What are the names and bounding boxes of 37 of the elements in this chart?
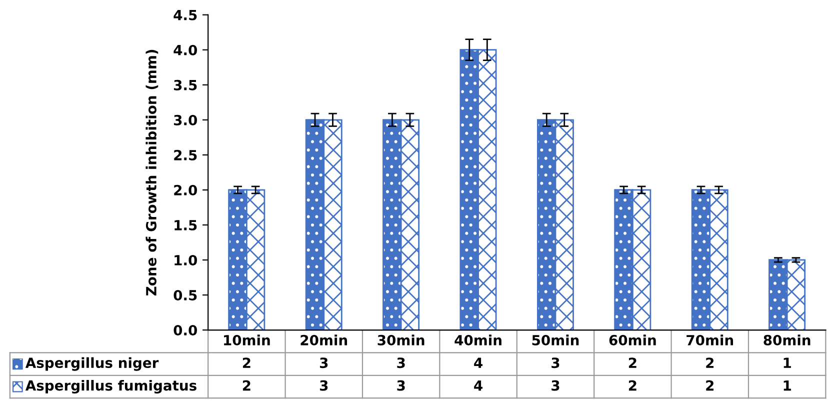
legend-label: Aspergillus niger <box>25 357 159 371</box>
data-label: 3 <box>552 358 560 368</box>
x-tick-label: 20min <box>300 334 348 346</box>
data-label: 3 <box>552 380 560 391</box>
y-tick-label: 4.5 <box>174 10 197 20</box>
data-label: 1 <box>784 380 791 391</box>
x-tick-label: 50min <box>532 334 579 346</box>
y-tick-label: 0.0 <box>174 324 197 336</box>
x-tick-label: 30min <box>378 334 424 346</box>
data-label: 3 <box>397 358 405 368</box>
legend-label: Aspergillus fumigatus <box>25 380 196 394</box>
data-label: 2 <box>706 358 714 368</box>
y-tick-label: 3.5 <box>174 80 197 90</box>
y-tick-label: 3.0 <box>174 114 197 126</box>
data-label: 2 <box>706 380 714 391</box>
data-label: 2 <box>242 358 250 368</box>
data-label: 3 <box>320 358 328 368</box>
y-tick-label: 1.0 <box>174 254 197 266</box>
x-tick-label: 40min <box>454 334 502 346</box>
x-tick-label: 10min <box>224 334 270 346</box>
data-label: 2 <box>628 358 636 368</box>
x-tick-label: 80min <box>764 334 810 346</box>
data-label: 4 <box>474 358 482 368</box>
x-tick-label: 70min <box>686 334 734 346</box>
data-label: 1 <box>784 358 791 368</box>
x-tick-label: 60min <box>609 334 656 346</box>
y-tick-label: 2.0 <box>174 184 197 196</box>
data-label: 4 <box>474 380 482 391</box>
y-tick-label: 0.5 <box>174 290 197 300</box>
y-axis-title: Zone of Growth inhibition (mm) <box>146 50 158 296</box>
y-tick-label: 1.5 <box>174 220 197 230</box>
y-tick-label: 4.0 <box>174 44 197 56</box>
data-label: 3 <box>397 380 405 391</box>
y-tick-label: 2.5 <box>174 150 197 160</box>
data-label: 2 <box>628 380 636 391</box>
data-label: 3 <box>320 380 328 391</box>
data-label: 2 <box>242 380 250 391</box>
